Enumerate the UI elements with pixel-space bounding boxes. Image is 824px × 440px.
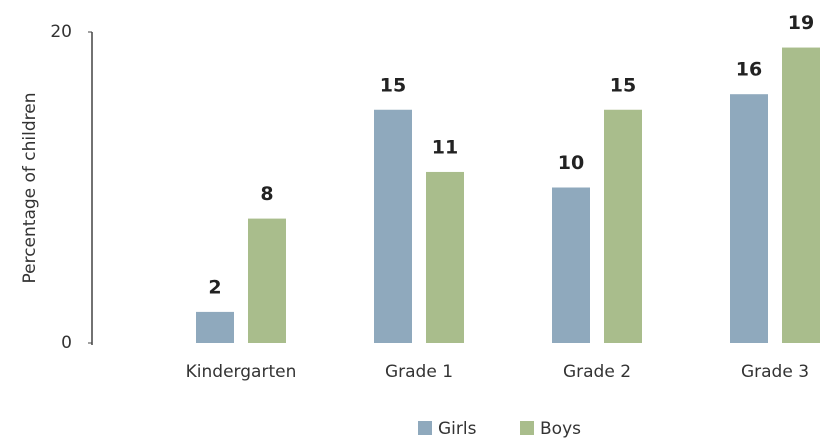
y-axis-label: Percentage of children [20, 92, 40, 283]
value-label: 10 [558, 152, 584, 174]
legend-label: Boys [540, 419, 581, 439]
bar [374, 109, 412, 343]
value-label: 15 [610, 74, 636, 96]
value-label: 11 [432, 136, 458, 158]
x-tick-label: Grade 1 [385, 362, 453, 382]
legend-label: Girls [438, 419, 477, 439]
bar [426, 171, 464, 343]
value-label: 15 [380, 74, 406, 96]
bar [196, 311, 234, 343]
x-tick-label: Kindergarten [186, 362, 297, 382]
value-label: 19 [788, 12, 814, 34]
bar [248, 218, 286, 343]
y-tick-label: 20 [50, 22, 72, 42]
x-tick-label: Grade 2 [563, 362, 631, 382]
value-label: 8 [260, 183, 273, 205]
bar [604, 109, 642, 343]
legend-swatch [418, 421, 432, 435]
bar [552, 187, 590, 343]
legend-swatch [520, 421, 534, 435]
y-tick-label: 0 [61, 333, 72, 353]
bar [782, 47, 820, 344]
x-tick-label: Grade 3 [741, 362, 809, 382]
value-label: 16 [736, 59, 762, 81]
value-label: 2 [208, 276, 221, 298]
bar [730, 94, 768, 343]
